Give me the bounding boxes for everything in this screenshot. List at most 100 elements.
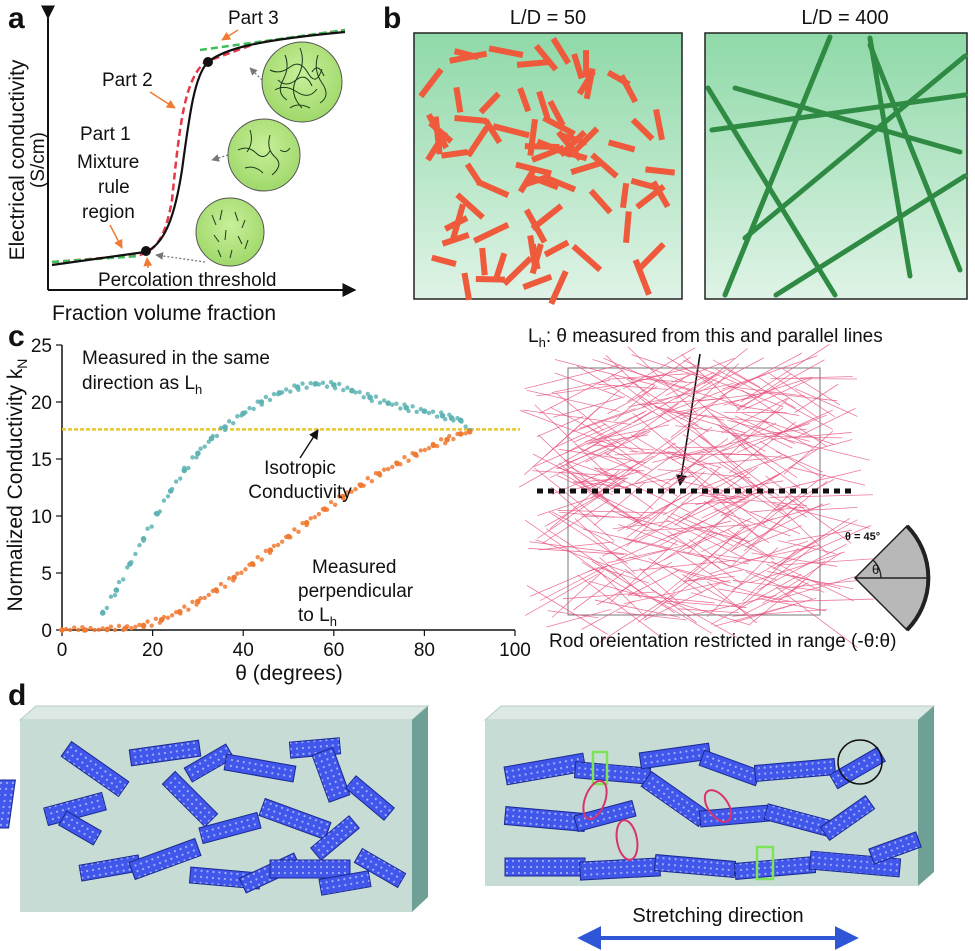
panel-c-perp-1: Measured — [312, 557, 397, 578]
series-1-dot — [116, 623, 122, 629]
oriented-rod — [785, 495, 852, 544]
series-0-dot — [267, 397, 273, 403]
oriented-rod — [535, 539, 631, 574]
oriented-rod — [688, 569, 743, 582]
oriented-rod — [652, 445, 717, 463]
graphene-sheet — [504, 857, 586, 877]
panel-c-ylabel: Normalized Conductivity kN — [4, 359, 30, 612]
oriented-rod — [733, 603, 796, 623]
panel-a-part3-arrow — [221, 29, 239, 41]
series-0-dot — [222, 427, 228, 433]
y-tick-label: 0 — [41, 621, 52, 642]
oriented-rod — [688, 538, 732, 569]
panel-a-circle-high-pointer — [249, 67, 263, 81]
short-rod — [461, 272, 473, 301]
short-rod — [449, 203, 466, 242]
panel-b-left-title: L/D = 50 — [510, 7, 586, 29]
oriented-rod — [551, 570, 604, 618]
short-rod — [547, 99, 566, 127]
series-0-dot — [112, 593, 118, 598]
panel-a-letter: a — [8, 2, 25, 35]
oriented-rod — [703, 500, 770, 544]
oriented-rod — [794, 408, 856, 439]
oriented-rod — [716, 424, 798, 478]
short-rod — [453, 86, 464, 113]
oriented-rod — [710, 573, 802, 625]
panel-a-network-circle-high — [261, 41, 343, 123]
oriented-rod — [592, 359, 691, 390]
panel-c-right-caption: Rod oreientation restricted in range (-θ… — [549, 631, 896, 652]
oriented-rod — [692, 491, 746, 499]
short-rod — [543, 239, 570, 258]
oriented-rod — [628, 382, 734, 408]
series-1-dot — [194, 602, 199, 607]
series-0-dot — [361, 395, 366, 400]
oriented-rod — [583, 528, 671, 549]
series-0-dot — [463, 424, 468, 429]
oriented-rod — [725, 407, 784, 447]
oriented-rod — [589, 489, 641, 523]
oriented-rod — [709, 540, 809, 575]
graphene-sheet — [258, 797, 332, 841]
oriented-rod — [578, 447, 671, 485]
series-1-dot — [398, 462, 403, 467]
oriented-rod — [636, 362, 687, 383]
series-1-dot — [182, 604, 187, 609]
series-1-dot — [341, 496, 346, 501]
series-1-dot — [394, 460, 399, 465]
oriented-rod — [720, 423, 810, 452]
series-0-dot — [349, 388, 354, 394]
series-1-dot — [145, 619, 150, 624]
series-0-dot — [308, 381, 313, 386]
series-0-dot — [296, 387, 301, 393]
series-1-dot — [96, 627, 101, 632]
series-0-dot — [320, 380, 326, 386]
oriented-rod — [777, 540, 836, 554]
short-rod — [483, 118, 503, 145]
series-1-dot — [255, 554, 260, 560]
y-tick-label: 5 — [41, 564, 52, 585]
oriented-rod — [674, 466, 758, 526]
oriented-rod — [617, 491, 694, 532]
series-1-dot — [373, 470, 379, 476]
oriented-rod — [557, 509, 667, 514]
series-0-dot — [438, 410, 444, 415]
series-1-dot — [459, 431, 464, 437]
oriented-rod — [601, 421, 645, 452]
oriented-rod — [555, 392, 604, 431]
series-1-dot — [418, 448, 423, 453]
oriented-rod — [637, 577, 700, 623]
series-1-dot — [149, 623, 154, 628]
oriented-rod — [679, 422, 777, 473]
oriented-rod — [737, 443, 801, 489]
oriented-rod — [671, 512, 764, 555]
panel-b-long-rods — [705, 34, 968, 298]
short-rod — [576, 69, 596, 96]
oriented-rod — [757, 376, 819, 419]
series-1-dot — [381, 467, 387, 472]
panel-a-part3: Part 3 — [228, 8, 279, 29]
series-1-dot — [390, 464, 395, 470]
series-0-dot — [332, 385, 338, 391]
oriented-rod — [718, 561, 777, 581]
short-rod — [530, 203, 564, 231]
panel-c-oriented-rods — [518, 343, 879, 648]
oriented-rod — [573, 572, 625, 611]
panel-c-isotropic-1: Isotropic — [264, 458, 336, 479]
short-rod — [529, 243, 541, 270]
series-0-dot — [328, 379, 334, 385]
series-0-dot — [239, 413, 244, 418]
short-rod — [571, 244, 603, 273]
oriented-rod — [577, 574, 662, 638]
oriented-rod — [522, 409, 632, 425]
oriented-rod — [556, 467, 631, 490]
series-0-dot — [381, 398, 387, 403]
oriented-rod — [626, 502, 673, 538]
oriented-rod — [533, 453, 614, 496]
oriented-rod — [608, 540, 677, 604]
series-1-dot — [288, 535, 293, 540]
oriented-rod — [605, 354, 650, 398]
series-0-dot — [214, 433, 220, 439]
series-0-dot — [120, 577, 126, 582]
oriented-rod — [718, 588, 790, 602]
